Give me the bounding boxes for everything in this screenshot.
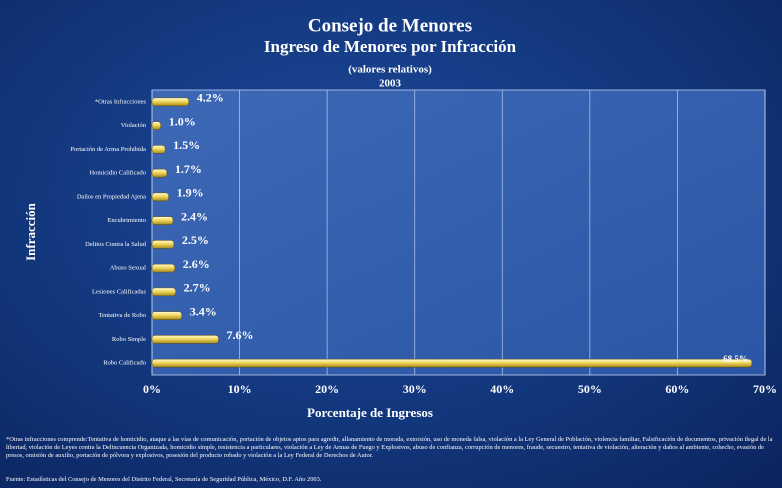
chart-title: Consejo de Menores xyxy=(308,15,472,36)
value-label: 1.0% xyxy=(169,114,196,128)
chart-year: 2003 xyxy=(379,78,402,90)
x-axis-label: Porcentaje de Ingresos xyxy=(307,405,433,420)
bar xyxy=(151,335,219,344)
bar xyxy=(151,168,168,178)
y-tick-label: Delitos Contra la Salud xyxy=(85,241,147,248)
bar xyxy=(151,192,169,202)
bar xyxy=(151,311,183,320)
y-tick-label: Portación de Arma Prohibida xyxy=(70,146,146,153)
y-tick-label: Violación xyxy=(121,122,147,129)
footnote: *Otras infracciones comprende:Tentativa … xyxy=(6,436,773,459)
bar xyxy=(151,97,190,107)
bar xyxy=(151,287,176,297)
value-label: 4.2% xyxy=(197,91,224,105)
value-label: 1.7% xyxy=(175,162,202,176)
chart-subtitle: Ingreso de Menores por Infracción xyxy=(264,37,517,56)
x-tick-label: 10% xyxy=(228,382,252,396)
x-tick-label: 50% xyxy=(578,382,602,396)
bar xyxy=(151,358,753,368)
y-tick-label: Lesiones Calificadas xyxy=(92,288,146,295)
x-tick-label: 20% xyxy=(315,382,339,396)
value-label: 3.4% xyxy=(190,304,217,318)
chart: Consejo de Menores Ingreso de Menores po… xyxy=(23,15,777,420)
y-tick-label: Daños en Propiedad Ajena xyxy=(77,193,146,200)
x-tick-label: 70% xyxy=(753,382,777,396)
plot-area xyxy=(151,89,766,376)
bar xyxy=(151,216,174,225)
x-tick-label: 30% xyxy=(403,382,427,396)
y-tick-label: Robo Calificado xyxy=(103,360,146,367)
bar xyxy=(151,240,175,249)
value-label: 68.5% xyxy=(723,354,748,364)
value-label: 2.7% xyxy=(184,281,211,295)
y-tick-label: *Otras Infracciones xyxy=(95,98,147,105)
y-axis-label: Infracción xyxy=(23,202,38,261)
x-tick-label: 60% xyxy=(665,382,689,396)
bar xyxy=(151,145,166,154)
chart-note: (valores relativos) xyxy=(348,64,432,76)
value-label: 7.6% xyxy=(227,328,254,342)
y-tick-label: Encubrimiento xyxy=(107,217,146,224)
value-label: 2.5% xyxy=(182,233,209,247)
x-tick-label: 0% xyxy=(143,382,161,396)
value-label: 2.6% xyxy=(183,257,210,271)
x-tick-label: 40% xyxy=(490,382,514,396)
source: Fuente: Estadísticas del Consejo de Meno… xyxy=(6,476,322,483)
bar xyxy=(151,121,162,130)
y-tick-label: Homicidio Calificado xyxy=(89,170,146,177)
bar xyxy=(151,263,176,273)
value-label: 2.4% xyxy=(181,209,208,223)
value-label: 1.5% xyxy=(173,138,200,152)
y-tick-label: Tentativa de Robo xyxy=(98,312,146,319)
y-tick-label: Abuso Sexual xyxy=(110,265,146,272)
value-label: 1.9% xyxy=(177,186,204,200)
y-tick-label: Robo Simple xyxy=(112,336,146,343)
